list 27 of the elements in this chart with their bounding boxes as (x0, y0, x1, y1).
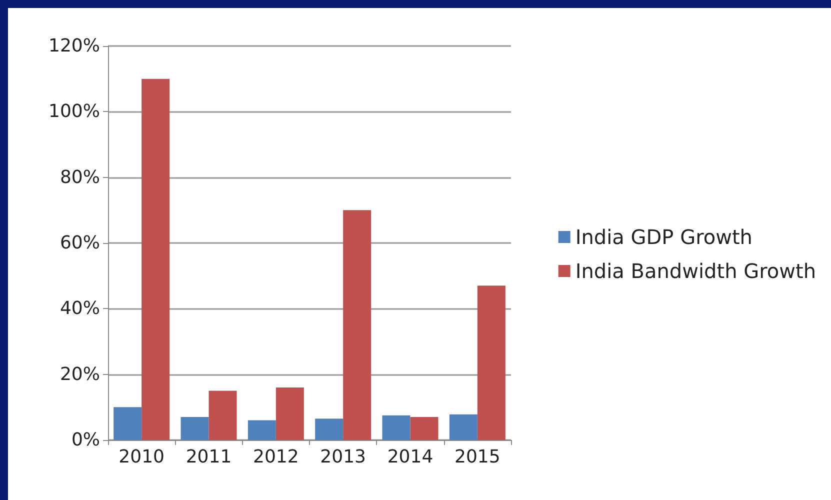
legend-label: India GDP Growth (575, 225, 752, 249)
bar (315, 418, 344, 440)
y-tick-label: 80% (60, 166, 100, 188)
y-tick-label: 100% (48, 101, 100, 122)
bar (180, 417, 209, 440)
bar (343, 210, 372, 440)
bar (142, 78, 170, 440)
bar (477, 286, 506, 440)
x-tick-label: 2014 (387, 446, 434, 468)
y-tick-label: 120% (48, 36, 100, 56)
x-tick-label: 2013 (320, 446, 366, 468)
y-tick-label: 20% (60, 364, 100, 385)
bar (248, 420, 276, 440)
x-tick-label: 2011 (186, 446, 232, 468)
y-tick-label: 0% (71, 430, 100, 450)
x-tick-label: 2010 (118, 446, 164, 468)
bar (208, 390, 237, 440)
bar (114, 407, 142, 440)
bar (382, 415, 410, 440)
bar (449, 414, 478, 440)
bar (410, 417, 438, 440)
x-tick-label: 2015 (454, 446, 500, 468)
y-tick-label: 60% (60, 232, 100, 254)
x-tick-label: 2012 (253, 446, 299, 468)
y-tick-label: 40% (60, 298, 100, 320)
legend-label: India Bandwidth Growth (575, 259, 816, 283)
bar (276, 387, 304, 440)
